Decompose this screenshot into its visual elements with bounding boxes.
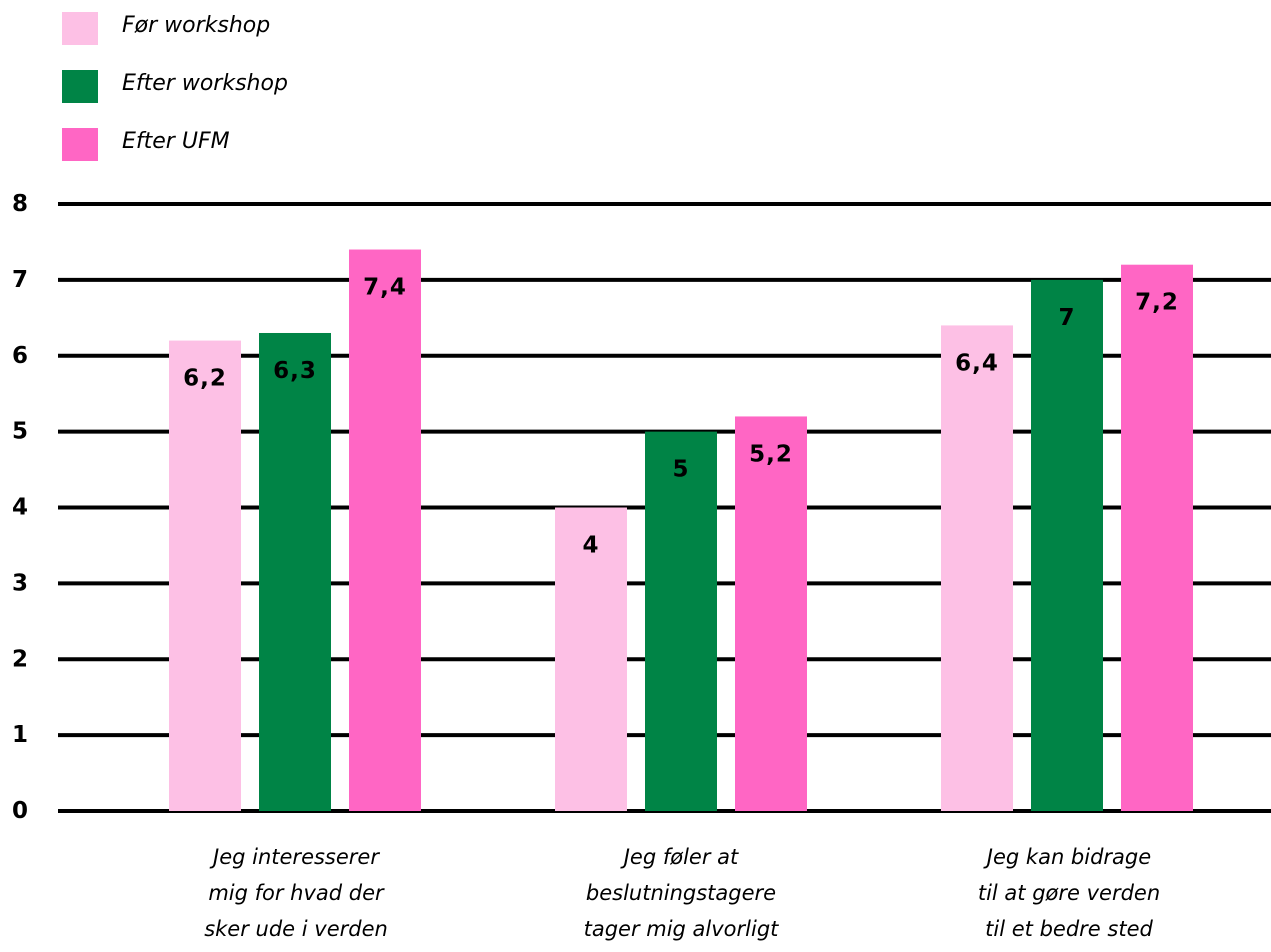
y-tick-label-5: 5 (12, 419, 28, 445)
chart-legend: Før workshop Efter workshop Efter UFM (62, 12, 288, 186)
bar-2-1 (259, 332, 331, 811)
category-label-line: mig for hvad der (208, 881, 385, 905)
legend-swatch-before-workshop (62, 12, 98, 45)
bar-2-3 (1031, 279, 1103, 811)
value-label-2-2: 5 (672, 457, 689, 483)
y-tick-label-0: 0 (12, 798, 28, 824)
category-label-line: Jeg kan bidrage (983, 845, 1151, 869)
bar-3-1 (349, 249, 421, 811)
y-tick-label-8: 8 (12, 191, 28, 217)
bar-2-2 (645, 431, 717, 811)
category-label-line: til et bedre sted (985, 917, 1153, 941)
category-label-line: Jeg interesserer (209, 845, 380, 869)
y-tick-label-4: 4 (12, 495, 28, 521)
category-label-1: Jeg interesserer mig for hvad der sker ude… (204, 845, 388, 941)
value-label-1-3: 6,4 (955, 350, 999, 376)
legend-item-before-workshop: Før workshop (62, 12, 288, 70)
y-tick-label-7: 7 (12, 267, 28, 293)
category-label-line: tager mig alvorligt (584, 917, 780, 941)
category-label-line: Jeg føler at (620, 845, 739, 869)
value-label-2-1: 6,3 (273, 358, 317, 384)
value-label-3-3: 7,2 (1135, 290, 1179, 316)
value-label-1-2: 4 (582, 533, 599, 559)
bar-1-1 (169, 340, 241, 811)
category-label-line: sker ude i verden (204, 917, 388, 941)
category-label-2: Jeg føler at beslutningstagere tager mig a… (584, 845, 780, 941)
value-label-2-3: 7 (1058, 305, 1075, 331)
legend-label-after-workshop: Efter workshop (122, 71, 288, 96)
y-tick-label-6: 6 (12, 343, 28, 369)
legend-label-before-workshop: Før workshop (122, 13, 271, 38)
legend-item-after-ufm: Efter UFM (62, 128, 288, 186)
y-tick-label-3: 3 (12, 570, 28, 596)
y-tick-label-1: 1 (12, 722, 28, 748)
bar-1-3 (941, 325, 1013, 811)
y-tick-label-2: 2 (12, 646, 28, 672)
value-label-1-1: 6,2 (183, 366, 227, 392)
category-label-3: Jeg kan bidrage til at gøre verden til et … (978, 845, 1160, 941)
bar-3-3 (1121, 264, 1193, 811)
legend-item-after-workshop: Efter workshop (62, 70, 288, 128)
bar-1-2 (555, 507, 627, 811)
legend-label-after-ufm: Efter UFM (122, 129, 230, 154)
category-label-line: til at gøre verden (978, 881, 1160, 905)
value-label-3-2: 5,2 (749, 441, 793, 467)
category-label-line: beslutningstagere (586, 881, 776, 905)
bar-3-2 (735, 416, 807, 811)
value-label-3-1: 7,4 (363, 275, 407, 301)
legend-swatch-after-workshop (62, 70, 98, 103)
legend-swatch-after-ufm (62, 128, 98, 161)
